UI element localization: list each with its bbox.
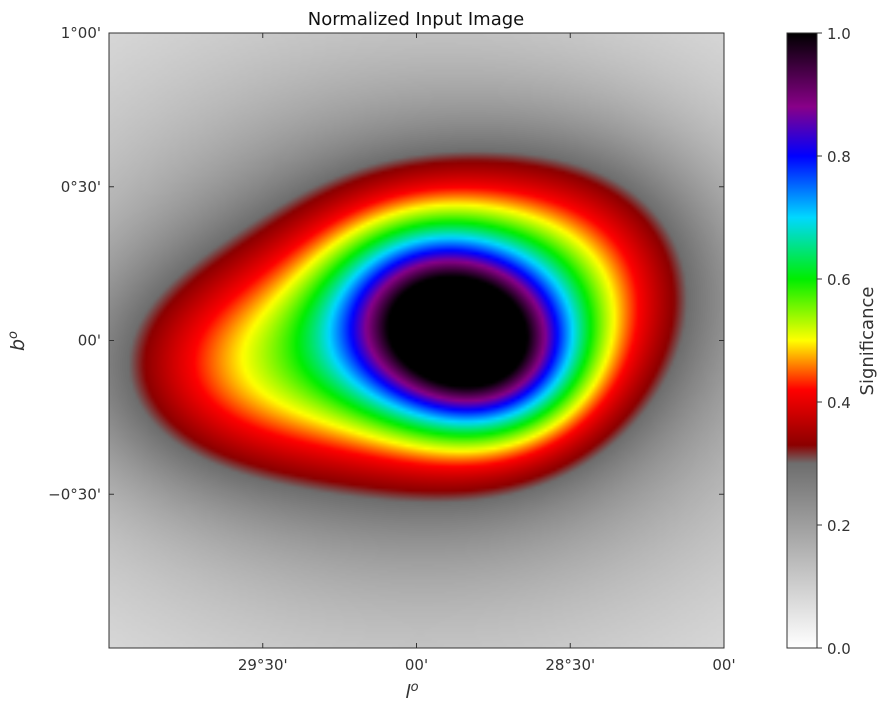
colorbar-label: Significance [857,287,878,396]
heatmap-image [109,33,724,648]
y-tick-label: 0°30' [61,178,101,196]
colorbar-tick-label: 0.2 [827,517,851,535]
x-axis-label-superscript: o [411,680,419,695]
colorbar [786,32,818,649]
heatmap-raster [109,33,724,648]
y-tick-label: 1°00' [61,24,101,42]
x-tick-label: 00' [405,656,428,674]
colorbar-tick-label: 0.4 [827,394,851,412]
colorbar-tick-label: 0.0 [827,640,851,658]
y-axis-label: bo [6,331,29,351]
x-axis-ticks: 29°30' 00' 28°30' 00' [238,33,736,674]
colorbar-ticks: 0.0 0.2 0.4 0.6 0.8 1.0 [817,25,851,658]
y-tick-label: −0°30' [48,485,101,503]
x-tick-label: 28°30' [545,656,595,674]
x-tick-label: 29°30' [238,656,288,674]
x-tick-label: 00' [712,656,735,674]
x-axis-label-main: l [405,681,411,703]
colorbar-tick-label: 0.6 [827,271,851,289]
colorbar-tick-label: 0.8 [827,148,851,166]
colorbar-tick-label: 1.0 [827,25,851,43]
y-axis-label-superscript: o [6,331,21,339]
x-axis-label: lo [405,680,418,703]
chart-title: Normalized Input Image [308,9,525,30]
y-axis-ticks: 1°00' 0°30' 00' −0°30' [48,24,724,503]
y-tick-label: 00' [78,332,101,350]
y-axis-label-main: b [7,339,29,351]
